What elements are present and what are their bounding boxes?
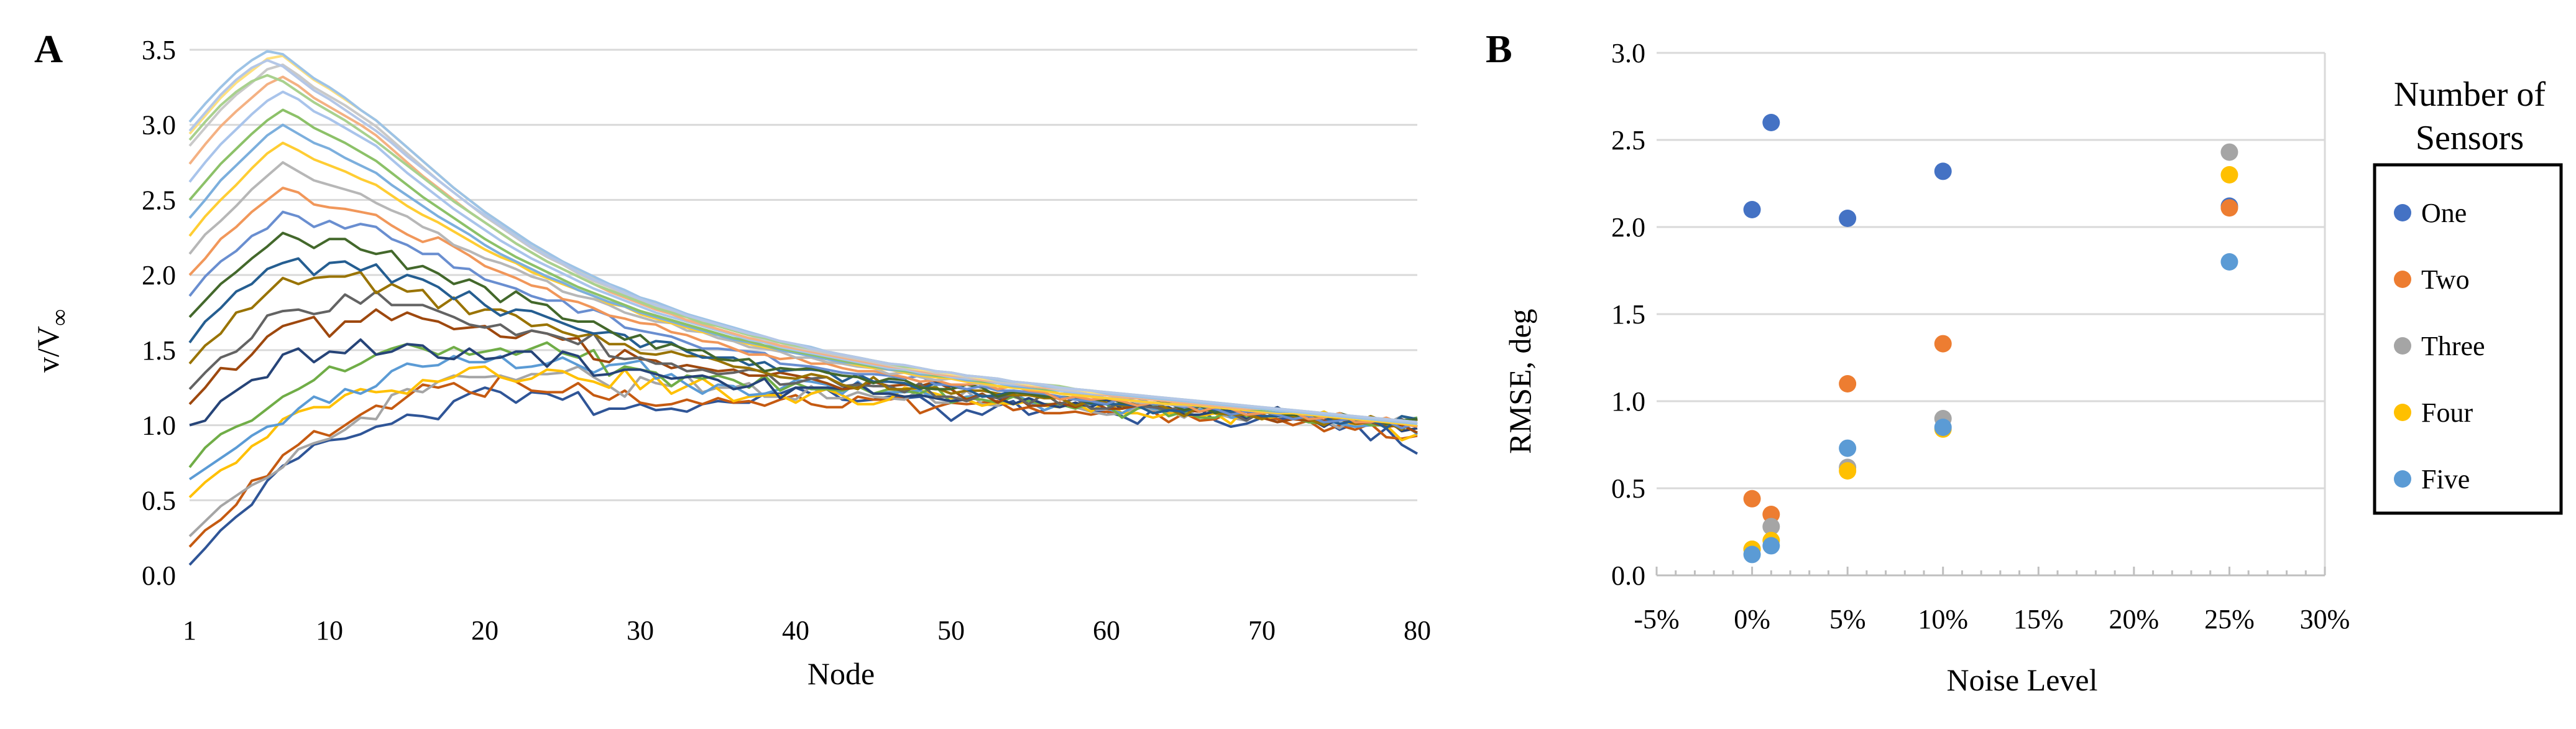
point-one [1839,210,1857,227]
point-one [1934,162,1952,180]
panel-a-series-line-2 [188,374,1418,548]
panel-a-series-line-25 [188,58,1418,424]
legend-marker-two [2394,271,2411,288]
panel-a-y-tick-label: 2.5 [142,185,176,215]
legend-marker-one [2394,204,2411,221]
panel-a-y-tick-label: 1.5 [142,335,176,366]
panel-a-y-tick-label: 1.0 [142,411,176,441]
panel-a-x-tick-label: 50 [937,615,965,646]
panel-a-y-tick-label: 0.5 [142,485,176,516]
panel-b-gridlines [1657,52,2326,575]
point-five [1934,419,1952,436]
point-five [1762,537,1780,555]
panel-b-y-tick-label: 0.0 [1611,560,1645,591]
panel-a-series-line-12 [188,231,1418,425]
panel-a-letter: A [34,27,63,71]
panel-b-x-tick-label: 5% [1829,604,1866,634]
panel-a-y-axis-title: v/V∞ [30,309,73,373]
panel-b-x-axis-title: Noise Level [1947,662,2098,697]
point-five [1839,439,1857,457]
panel-a: A 0.0 0.5 1.0 1.5 2.0 2.5 3.0 3.5 1 10 20 30 40 50 60… [30,27,1431,691]
panel-a-x-tick-label: 70 [1248,615,1276,646]
panel-b-y-tick-label: 1.0 [1611,386,1645,417]
panel-b-x-tick-labels: -5% 0% 5% 10% 15% 20% 25% 30% [1634,604,2350,634]
legend-marker-five [2394,470,2411,488]
panel-b-y-tick-label: 1.5 [1611,299,1645,330]
panel-b-y-tick-label: 2.0 [1611,212,1645,243]
panel-a-x-tick-labels: 1 10 20 30 40 50 60 70 80 [183,615,1431,646]
panel-b-y-tick-labels: 0.0 0.5 1.0 1.5 2.0 2.5 3.0 [1611,38,1645,591]
panel-b-x-tick-label: 25% [2204,604,2255,634]
point-three [2220,143,2238,161]
panel-a-x-tick-label: 80 [1404,615,1431,646]
panel-a-y-tick-label: 0.0 [142,560,176,591]
legend-label-five: Five [2421,464,2470,495]
panel-a-y-tick-labels: 0.0 0.5 1.0 1.5 2.0 2.5 3.0 3.5 [142,35,176,591]
panel-a-x-tick-label: 60 [1093,615,1120,646]
point-two [1934,335,1952,353]
point-one [1762,114,1780,131]
legend-marker-three [2394,337,2411,355]
panel-a-y-axis-title-main: v/V [30,326,65,373]
panel-a-series-line-4 [188,365,1418,498]
panel-b-x-tick-label: 10% [1918,604,1968,634]
legend-label-one: One [2421,198,2467,228]
panel-b-points [1743,114,2238,564]
point-one [1743,201,1761,218]
panel-a-y-tick-label: 3.5 [142,35,176,65]
legend-label-two: Two [2421,264,2470,295]
panel-b-y-tick-label: 3.0 [1611,38,1645,68]
panel-b-y-tick-label: 0.5 [1611,473,1645,504]
panel-a-x-tick-label: 10 [316,615,343,646]
point-five [1743,546,1761,564]
point-five [2220,253,2238,271]
panel-b-y-axis-title: RMSE, deg [1502,309,1537,453]
point-two [2220,199,2238,217]
panel-a-series-line-20 [188,75,1418,425]
legend-marker-four [2394,404,2411,421]
panel-b-y-tick-label: 2.5 [1611,125,1645,156]
point-two [1839,375,1857,392]
panel-a-y-tick-label: 2.0 [142,260,176,290]
point-two [1762,506,1780,523]
panel-b-x-axis [1655,567,2326,577]
panel-b-x-tick-label: 20% [2109,604,2160,634]
panel-a-y-tick-label: 3.0 [142,110,176,141]
point-three [1762,518,1780,536]
panel-b-letter: B [1486,27,1512,71]
panel-b: B 0.0 0.5 1.0 1.5 2.0 2.5 3.0 -5% 0% 5% 10% 15% 20%… [1486,27,2563,697]
panel-a-x-tick-label: 30 [627,615,654,646]
legend-title-line-1: Number of [2394,75,2546,114]
panel-a-x-tick-label: 20 [471,615,499,646]
legend-label-four: Four [2421,397,2473,428]
panel-b-x-tick-label: 15% [2013,604,2064,634]
panel-a-series [188,50,1419,566]
point-four [1839,462,1857,480]
panel-a-series-line-6 [188,341,1418,468]
panel-a-x-tick-label: 40 [782,615,809,646]
panel-a-x-axis-title: Node [807,656,875,691]
panel-b-x-tick-label: -5% [1634,604,1679,634]
panel-b-x-tick-label: 30% [2300,604,2350,634]
point-two [1743,490,1761,508]
legend-title-line-2: Sensors [2416,119,2524,157]
legend-label-three: Three [2421,331,2485,361]
panel-a-x-tick-label: 1 [183,615,196,646]
panel-a-y-axis-title-sub: ∞ [47,309,73,326]
legend-entries: One Two Three Four Five [2394,198,2485,495]
point-four [2220,166,2238,183]
panel-b-x-tick-label: 0% [1734,604,1770,634]
